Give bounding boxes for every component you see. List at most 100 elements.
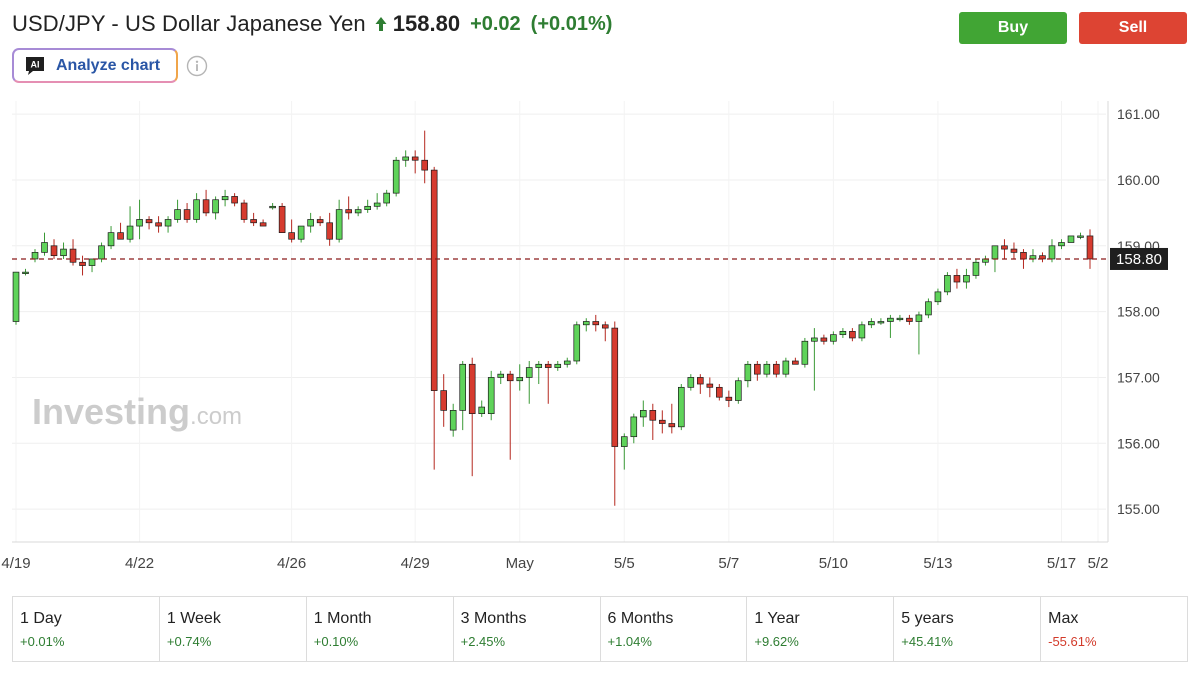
period-label: 6 Months <box>607 610 674 627</box>
candle <box>1058 239 1065 250</box>
instrument-title: USD/JPY - US Dollar Japanese Yen <box>12 11 366 36</box>
candle <box>1077 232 1084 240</box>
period-1-week[interactable]: 1 Week +0.74% <box>160 597 307 661</box>
instrument-header: USD/JPY - US Dollar Japanese Yen 158.80 … <box>12 8 612 40</box>
period-1-month[interactable]: 1 Month +0.10% <box>307 597 454 661</box>
candle-body <box>79 261 86 266</box>
period-1-year[interactable]: 1 Year +9.62% <box>747 597 895 661</box>
period-6-months[interactable]: 6 Months +1.04% <box>601 597 748 661</box>
period-5-years[interactable]: 5 years +45.41% <box>894 597 1042 661</box>
candle <box>944 272 951 296</box>
candle <box>516 364 524 391</box>
candle <box>1029 249 1037 263</box>
candle-body <box>174 209 181 220</box>
candle-body <box>1048 245 1056 260</box>
period-max[interactable]: Max -55.61% <box>1041 597 1187 661</box>
candle-body <box>288 232 295 240</box>
candle-body <box>22 271 29 274</box>
candle-body <box>1020 252 1027 260</box>
candle <box>145 216 153 230</box>
candle <box>373 193 381 210</box>
candle-body <box>136 219 143 227</box>
candle-body <box>231 196 238 204</box>
candle <box>972 258 980 279</box>
price-chart[interactable]: Investing.com 161.00 160.00 159.00 158.00 15… <box>0 95 1200 580</box>
x-tick-label: 5/13 <box>923 555 952 572</box>
candle <box>193 193 200 223</box>
candle-body <box>221 196 229 201</box>
candle-body <box>896 317 904 321</box>
period-change: -55.61% <box>1048 634 1097 649</box>
candle <box>611 321 619 506</box>
candle <box>754 360 761 381</box>
candle-body <box>383 192 390 204</box>
candle <box>240 199 248 223</box>
candle-body <box>326 222 333 240</box>
candle-body <box>98 245 105 260</box>
candle-body <box>430 169 438 391</box>
candle <box>316 216 324 227</box>
period-label: 1 Day <box>20 610 62 627</box>
candle-body <box>611 327 619 447</box>
candle <box>60 242 67 259</box>
sell-button[interactable]: Sell <box>1079 12 1187 44</box>
candle <box>887 314 894 338</box>
candle-body <box>668 423 676 428</box>
candle-body <box>126 225 134 240</box>
analyze-chart-button[interactable]: AI Analyze chart <box>12 48 178 83</box>
candle <box>678 384 685 431</box>
candle <box>79 255 86 276</box>
arrow-up-icon <box>375 17 387 31</box>
candle-body <box>478 406 486 414</box>
buy-button[interactable]: Buy <box>959 12 1067 44</box>
candle-body <box>630 416 638 438</box>
info-icon[interactable] <box>186 55 208 77</box>
y-tick-label: 155.00 <box>1117 501 1160 517</box>
candle-body <box>934 291 942 303</box>
period-label: Max <box>1048 610 1079 627</box>
candle-body <box>535 363 543 368</box>
x-tick-label: 5/10 <box>819 555 848 572</box>
candle <box>449 403 457 437</box>
candle-body <box>620 436 628 447</box>
candle <box>98 242 105 263</box>
candle <box>877 318 885 325</box>
candle-body <box>316 219 324 224</box>
candle <box>1001 239 1008 259</box>
period-change: +1.04% <box>607 634 652 649</box>
candle-body <box>991 245 999 260</box>
period-label: 5 years <box>901 610 954 627</box>
candlestick-chart[interactable]: Investing.com 161.00160.00159.00158.0015… <box>0 95 1200 580</box>
candle <box>354 206 362 217</box>
candle <box>22 268 29 276</box>
candle-body <box>212 199 219 214</box>
period-label: 1 Week <box>166 610 221 627</box>
candle-body <box>687 377 695 388</box>
candle <box>763 360 771 378</box>
current-price-label: 158.80 <box>1116 251 1162 268</box>
candle-body <box>601 324 609 329</box>
candle <box>858 321 866 342</box>
candle <box>592 314 600 332</box>
y-tick-label: 156.00 <box>1117 435 1160 451</box>
candle-body <box>811 337 818 342</box>
candle <box>1010 242 1018 259</box>
period-3-months[interactable]: 3 Months +2.45% <box>454 597 601 661</box>
candle-body <box>792 360 799 365</box>
candle-body <box>468 363 476 414</box>
period-1-day[interactable]: 1 Day +0.01% <box>13 597 160 661</box>
candle <box>345 196 352 220</box>
candle-body <box>459 363 467 411</box>
period-label: 1 Year <box>754 610 800 627</box>
x-tick-label: 5/2 <box>1088 555 1109 572</box>
candle-body <box>887 317 894 322</box>
candle-body <box>744 363 752 382</box>
candle-body <box>202 199 210 214</box>
candle-body <box>839 331 847 336</box>
candle-body <box>307 219 314 227</box>
x-tick-label: 5/7 <box>718 555 739 572</box>
candle-body <box>868 321 875 326</box>
candle <box>440 374 447 427</box>
candle-body <box>1086 235 1094 260</box>
price-change-percent: (+0.01%) <box>530 12 613 35</box>
